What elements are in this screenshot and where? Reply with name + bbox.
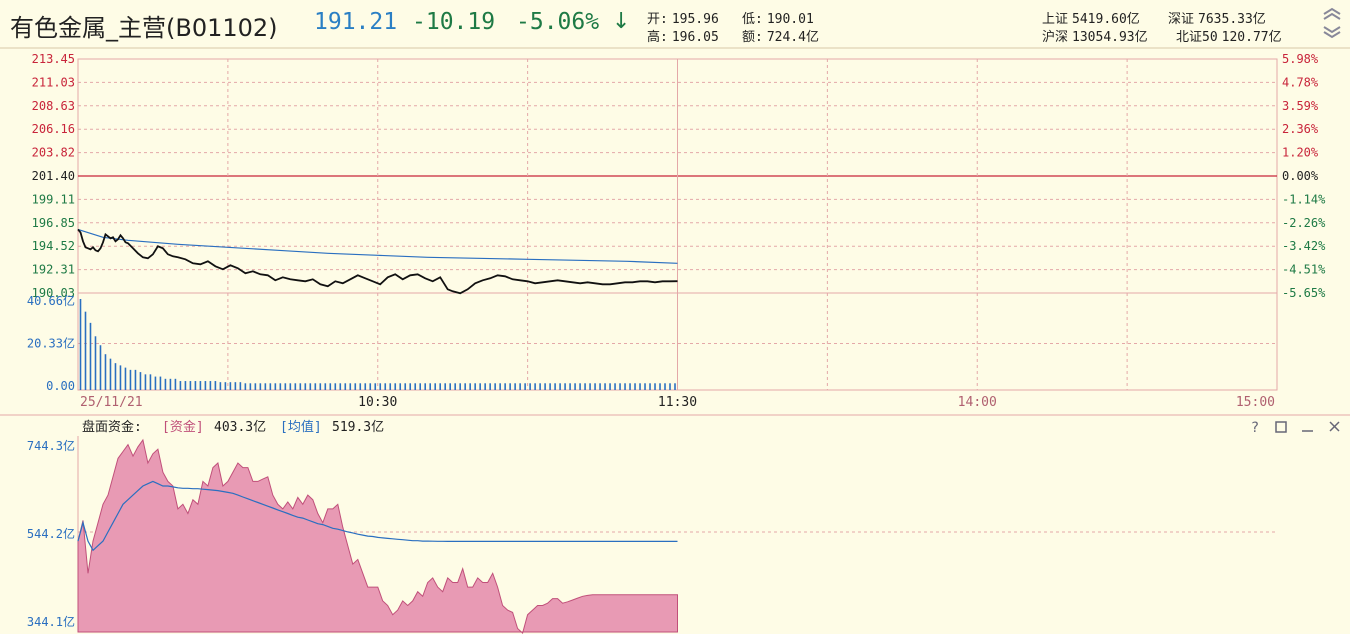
high-value: 196.05 <box>671 30 719 45</box>
y-tick-right: 1.20% <box>1282 146 1319 160</box>
index-bz50: 北证50 120.77亿 <box>1176 26 1282 45</box>
y-tick-left: 201.40 <box>32 169 75 183</box>
fund-title: 盘面资金: <box>82 419 142 435</box>
amount-value: 724.4亿 <box>766 30 819 45</box>
open-quote: 开: 195.96 <box>647 8 719 27</box>
volume-y-tick: 40.66亿 <box>27 293 75 308</box>
fund-legend-value: 403.3亿 <box>214 420 266 435</box>
index-value: 5419.60亿 <box>1072 12 1140 27</box>
index-label: 北证50 <box>1176 30 1218 45</box>
y-tick-right: -5.65% <box>1282 286 1326 300</box>
low-quote: 低: 190.01 <box>742 8 814 27</box>
fund-avg-line <box>77 480 678 552</box>
low-value: 190.01 <box>766 12 814 27</box>
y-tick-left: 190.03 <box>32 286 75 300</box>
y-tick-right: -3.42% <box>1282 239 1326 253</box>
y-tick-left: 208.63 <box>32 99 75 113</box>
y-tick-right: 2.36% <box>1282 122 1319 136</box>
volume-y-tick: 0.00 <box>46 379 75 393</box>
y-tick-left: 199.11 <box>32 192 75 206</box>
volume-bars <box>79 299 676 390</box>
x-tick-date: 25/11/21 <box>80 395 143 410</box>
y-tick-left: 194.52 <box>32 239 75 253</box>
fund-legend-label: [资金] <box>162 419 204 435</box>
help-icon[interactable]: ? <box>1251 420 1259 436</box>
high-label: 高: <box>647 30 668 45</box>
fund-panel-header: 盘面资金: [资金] 403.3亿 [均值] 519.3亿 <box>82 419 384 435</box>
y-tick-left: 206.16 <box>32 122 75 136</box>
maximize-icon[interactable] <box>1275 421 1287 433</box>
index-label: 深证 <box>1168 12 1195 27</box>
y-tick-right: 3.59% <box>1282 99 1319 113</box>
panel-icons: ? <box>1251 420 1340 436</box>
close-glyph <box>1329 421 1340 432</box>
y-tick-left: 192.31 <box>32 263 75 277</box>
maximize-glyph <box>1275 421 1287 433</box>
y-tick-right: 4.78% <box>1282 75 1319 89</box>
y-tick-right: 5.98% <box>1282 52 1319 66</box>
index-value: 120.77亿 <box>1221 30 1282 45</box>
fund-y-tick: 744.3亿 <box>27 438 75 453</box>
price-change: -10.19 <box>412 9 496 35</box>
scroll-up-icon[interactable] <box>1321 6 1343 20</box>
price-lines <box>77 228 678 295</box>
low-label: 低: <box>742 12 763 27</box>
y-tick-right: 0.00% <box>1282 169 1319 183</box>
double-chevron-up-icon <box>1323 7 1341 20</box>
avg-price-line <box>77 228 678 264</box>
y-tick-right: -2.26% <box>1282 216 1326 230</box>
fund-area-fill <box>77 438 678 634</box>
current-price: 191.21 <box>314 9 398 35</box>
y-tick-left: 196.85 <box>32 216 75 230</box>
y-tick-left: 211.03 <box>32 75 75 89</box>
x-tick: 11:30 <box>658 395 697 410</box>
sector-title: 有色金属_主营(B01102) <box>10 14 278 42</box>
price-line <box>77 228 678 295</box>
fund-y-tick: 344.1亿 <box>27 614 75 629</box>
open-label: 开: <box>647 12 668 27</box>
volume-y-tick: 20.33亿 <box>27 336 75 351</box>
index-label: 沪深 <box>1042 30 1069 45</box>
y-tick-left: 213.45 <box>32 52 75 66</box>
x-tick: 15:00 <box>1236 395 1275 410</box>
amount-quote: 额: 724.4亿 <box>742 26 819 45</box>
x-tick: 10:30 <box>358 395 397 410</box>
index-shenzhen: 深证 7635.33亿 <box>1168 8 1266 27</box>
amount-label: 额: <box>742 30 763 45</box>
help-glyph: ? <box>1251 420 1259 436</box>
y-tick-right: -4.51% <box>1282 263 1326 277</box>
close-icon[interactable] <box>1329 421 1340 432</box>
double-chevron-down-icon <box>1323 26 1341 39</box>
index-shanghai: 上证 5419.60亿 <box>1042 8 1140 27</box>
fund-area <box>77 438 678 634</box>
index-value: 13054.93亿 <box>1072 30 1148 45</box>
index-label: 上证 <box>1042 12 1069 27</box>
price-change-pct: -5.06% <box>516 9 600 35</box>
y-tick-right: -1.14% <box>1282 192 1326 206</box>
index-value: 7635.33亿 <box>1198 12 1266 27</box>
y-tick-left: 203.82 <box>32 146 75 160</box>
avg-legend-value: 519.3亿 <box>332 420 384 435</box>
axis-labels: 213.45 211.03 208.63 206.16 203.82 201.40 199.… <box>27 52 1326 629</box>
scroll-down-icon[interactable] <box>1321 24 1343 39</box>
high-quote: 高: 196.05 <box>647 26 719 45</box>
fund-y-tick: 544.2亿 <box>27 526 75 541</box>
x-tick: 14:00 <box>958 395 997 410</box>
down-arrow-icon: ↓ <box>612 9 631 34</box>
index-hushen: 沪深 13054.93亿 <box>1042 26 1148 45</box>
open-value: 195.96 <box>671 12 719 27</box>
avg-legend-label: [均值] <box>280 419 322 435</box>
